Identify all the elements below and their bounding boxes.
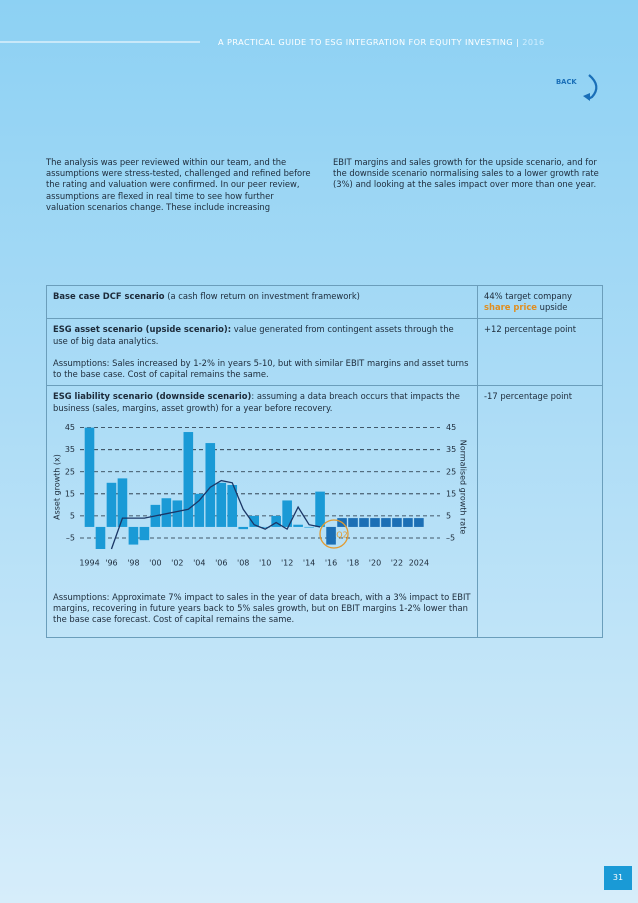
header-title: A PRACTICAL GUIDE TO ESG INTEGRATION FOR… <box>218 37 545 47</box>
y-tick-label: 45 <box>65 423 75 432</box>
result: +12 percentage point <box>484 324 577 335</box>
bar <box>238 526 249 530</box>
bar <box>326 526 336 545</box>
row: Base case DCF scenario (a cash flow retu… <box>46 284 603 320</box>
bar <box>293 524 303 527</box>
bar <box>315 491 325 527</box>
x-tick-label: '98 <box>127 559 139 568</box>
y2-tick-label: 45 <box>446 423 456 432</box>
annotation-circle <box>319 519 349 549</box>
y2-tick-label: 25 <box>446 467 456 476</box>
bar <box>216 482 227 527</box>
intro-right: EBIT margins and sales growth for the up… <box>333 157 599 190</box>
row-text: (a cash flow return on investment framew… <box>164 291 360 301</box>
cell: 44% target company share price upside <box>477 284 603 320</box>
y2-tick-label: 15 <box>446 489 456 498</box>
bar <box>205 443 216 527</box>
y-tick-label: 35 <box>65 445 75 454</box>
bar <box>84 427 95 527</box>
x-tick-label: '14 <box>303 559 315 568</box>
bar <box>128 526 139 545</box>
bar <box>139 526 150 541</box>
x-tick-label: 1994 <box>79 559 99 568</box>
bar <box>183 432 194 527</box>
header-year: 2016 <box>522 37 545 47</box>
cell: +12 percentage point <box>477 318 603 387</box>
header-title-text: A PRACTICAL GUIDE TO ESG INTEGRATION FOR… <box>218 37 514 47</box>
header-separator: | <box>516 37 520 47</box>
back-arrow-head[interactable] <box>583 93 590 101</box>
result: 44% target company <box>484 291 573 301</box>
bar <box>249 515 259 527</box>
cell: ESG asset scenario (upside scenario): va… <box>46 318 478 387</box>
bar <box>348 518 358 527</box>
cell: Base case DCF scenario (a cash flow retu… <box>46 284 478 320</box>
back-arrow[interactable] <box>587 74 598 100</box>
row-heading: ESG liability scenario (downside scenari… <box>53 391 252 402</box>
annotation: Q2 <box>336 531 347 540</box>
y2-axis-title: Normalised growth rate <box>459 440 468 535</box>
cell: -17 percentage point <box>477 385 603 639</box>
x-tick-label: '12 <box>281 559 293 568</box>
bar <box>260 526 270 528</box>
y-tick-label: –5 <box>66 533 75 542</box>
row-text: : assuming a data breach occurs that imp… <box>53 391 460 413</box>
result: upside <box>536 302 568 313</box>
line-series <box>110 479 321 550</box>
bar <box>95 526 106 549</box>
x-tick-label: '16 <box>325 559 337 568</box>
x-tick-label: '08 <box>237 559 249 568</box>
bar <box>117 478 128 527</box>
bar <box>403 518 413 527</box>
bar <box>161 498 172 527</box>
y2-tick-label: –5 <box>446 533 455 542</box>
page-number-box <box>604 866 632 890</box>
x-tick-label: '18 <box>347 559 359 568</box>
row-text: value generated from contingent assets t… <box>53 324 454 346</box>
x-tick-label: '02 <box>171 559 183 568</box>
row-heading: Base case DCF scenario <box>53 291 165 301</box>
back-link[interactable]: BACK <box>556 78 577 86</box>
y-tick-label: 25 <box>65 467 75 476</box>
x-tick-label: '20 <box>369 559 381 568</box>
bar <box>392 518 402 527</box>
bar <box>359 518 369 527</box>
result-highlight: share price <box>484 302 537 313</box>
page-number: 31 <box>612 873 624 882</box>
bar <box>106 482 117 527</box>
result: -17 percentage point <box>484 391 573 402</box>
bar <box>304 526 314 528</box>
bar <box>271 515 281 527</box>
x-tick-label: 2024 <box>409 559 429 568</box>
row-heading: ESG asset scenario (upside scenario): <box>53 324 232 335</box>
assumptions: Assumptions: Approximate 7% impact to sa… <box>53 591 471 625</box>
y-tick-label: 5 <box>70 511 75 520</box>
bar <box>282 500 292 527</box>
bar <box>414 518 424 527</box>
bar <box>370 518 380 527</box>
bar <box>227 485 238 527</box>
intro-left: The analysis was peer reviewed within ou… <box>46 157 311 212</box>
assumptions: Assumptions: Sales increased by 1-2% in … <box>53 357 469 380</box>
x-tick-label: '00 <box>149 559 161 568</box>
bar <box>172 500 183 527</box>
x-tick-label: '22 <box>391 559 403 568</box>
bar <box>194 493 205 527</box>
y-tick-label: 15 <box>65 489 75 498</box>
x-tick-label: '10 <box>259 559 271 568</box>
y2-tick-label: 35 <box>446 445 456 454</box>
x-tick-label: '04 <box>193 559 205 568</box>
y-axis-title: Asset growth (x) <box>53 454 62 520</box>
row: ESG asset scenario (upside scenario): va… <box>46 318 603 387</box>
x-tick-label: '06 <box>215 559 227 568</box>
y2-tick-label: 5 <box>446 511 451 520</box>
bar <box>381 518 391 527</box>
x-tick-label: '96 <box>105 559 117 568</box>
